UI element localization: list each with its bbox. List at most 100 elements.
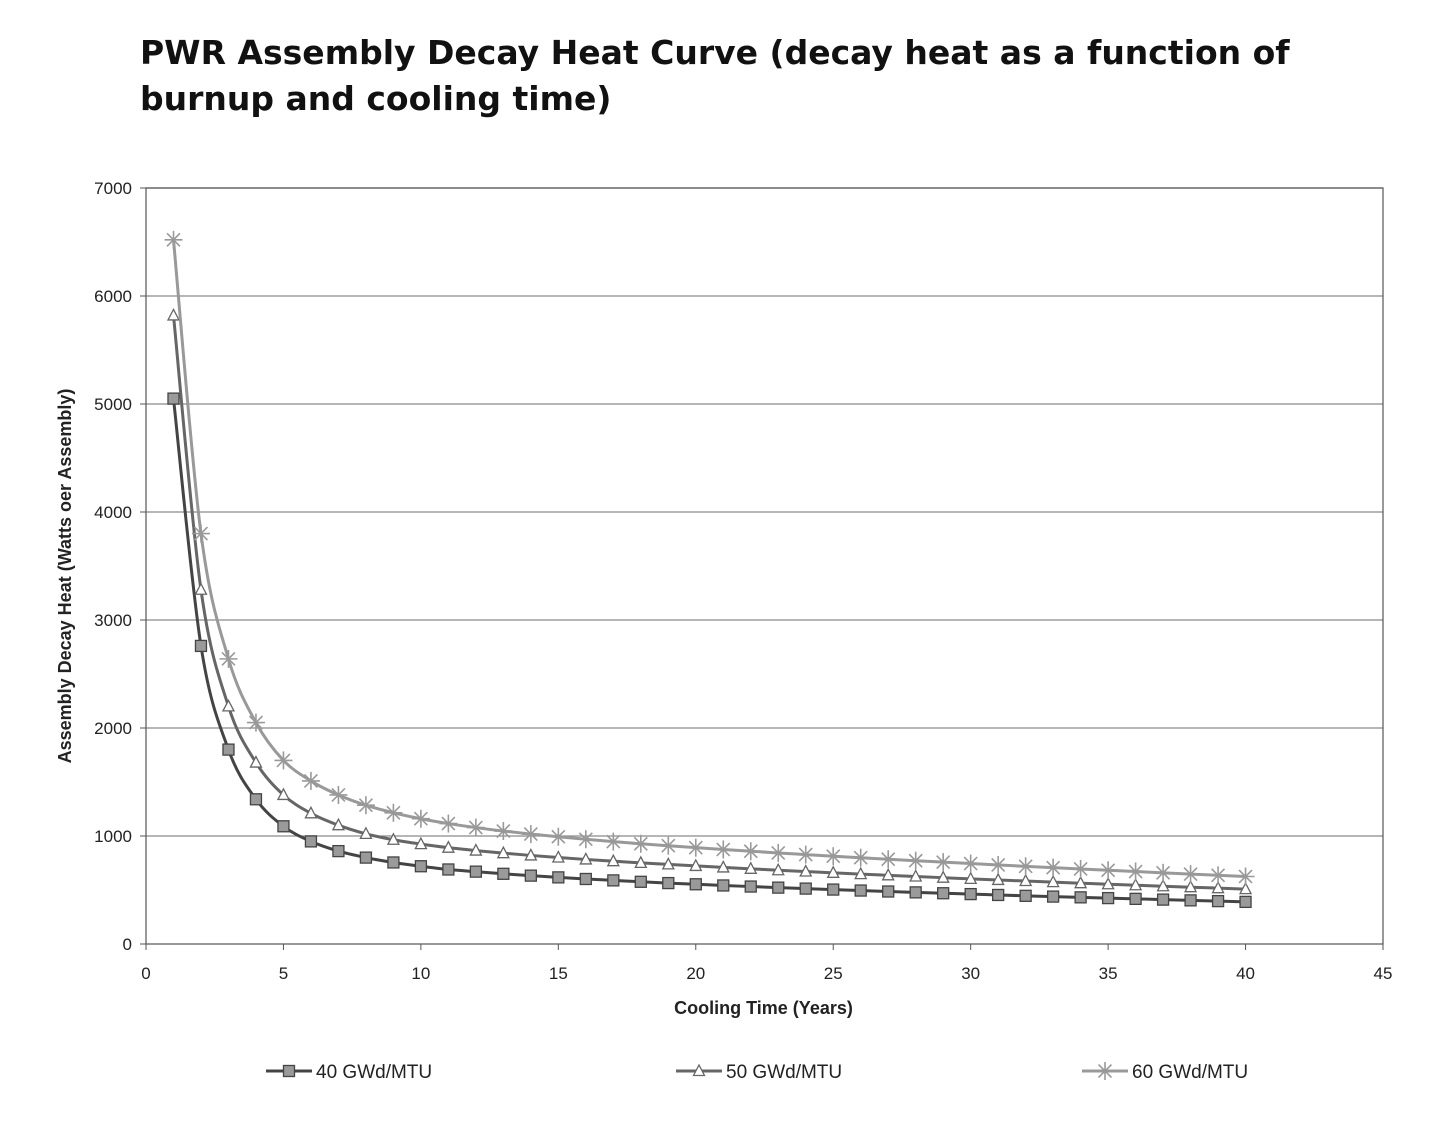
data-point bbox=[469, 865, 483, 878]
data-point bbox=[714, 840, 733, 859]
data-point bbox=[1236, 867, 1255, 886]
x-tick-label: 35 bbox=[1099, 964, 1118, 983]
data-point bbox=[1211, 880, 1225, 894]
data-point bbox=[274, 751, 293, 770]
data-point bbox=[301, 771, 320, 790]
data-point bbox=[466, 818, 485, 837]
data-point bbox=[1044, 858, 1063, 877]
data-point bbox=[411, 809, 430, 828]
data-point bbox=[1101, 891, 1115, 905]
data-point bbox=[824, 847, 843, 866]
data-point bbox=[1126, 862, 1145, 881]
x-axis-ticks: 0 5 10 15 20 25 30 35 40 45 bbox=[141, 944, 1392, 983]
data-point bbox=[771, 862, 785, 876]
data-point bbox=[1156, 878, 1170, 892]
y-tick-label: 0 bbox=[123, 935, 132, 954]
data-point bbox=[551, 850, 565, 863]
y-tick-label: 3000 bbox=[94, 611, 132, 630]
data-point bbox=[1074, 875, 1088, 889]
data-point bbox=[194, 582, 208, 595]
data-point bbox=[744, 880, 757, 893]
data-point bbox=[1211, 894, 1225, 908]
data-point bbox=[1184, 894, 1197, 907]
data-point bbox=[1071, 859, 1090, 878]
data-point bbox=[496, 845, 510, 859]
data-point bbox=[1019, 873, 1033, 887]
data-point bbox=[414, 836, 428, 850]
data-point bbox=[854, 866, 868, 880]
legend-item-3: 60 GWd/MTU bbox=[1082, 1062, 1248, 1083]
data-point bbox=[1074, 891, 1087, 904]
y-tick-label: 2000 bbox=[94, 719, 132, 738]
data-point bbox=[634, 855, 648, 869]
data-point bbox=[246, 713, 265, 732]
data-point bbox=[167, 392, 180, 405]
data-point bbox=[964, 871, 978, 885]
data-point bbox=[1129, 892, 1142, 906]
data-point bbox=[936, 870, 950, 883]
data-point bbox=[387, 856, 400, 869]
data-point bbox=[716, 860, 730, 873]
x-tick-label: 25 bbox=[824, 964, 843, 983]
data-point bbox=[249, 793, 263, 806]
data-point bbox=[1046, 890, 1060, 903]
data-point bbox=[552, 871, 565, 884]
data-point bbox=[359, 851, 373, 864]
x-tick-label: 5 bbox=[279, 964, 288, 983]
data-point bbox=[386, 832, 400, 845]
data-point bbox=[549, 827, 568, 846]
data-point bbox=[879, 850, 898, 869]
y-tick-label: 6000 bbox=[94, 287, 132, 306]
data-point bbox=[686, 838, 705, 857]
data-point bbox=[497, 867, 510, 880]
series-1 bbox=[167, 392, 1252, 909]
data-point bbox=[194, 639, 208, 653]
data-point bbox=[882, 885, 895, 898]
series-3 bbox=[164, 230, 1255, 886]
legend-label: 40 GWd/MTU bbox=[316, 1062, 432, 1083]
legend-item-1: 40 GWd/MTU bbox=[266, 1062, 432, 1083]
data-point bbox=[441, 840, 455, 853]
data-point bbox=[1154, 863, 1173, 882]
data-point bbox=[1019, 889, 1032, 902]
series-2 bbox=[166, 308, 1253, 895]
data-point bbox=[741, 842, 760, 861]
data-point bbox=[191, 524, 210, 543]
y-tick-label: 7000 bbox=[94, 179, 132, 198]
data-point bbox=[964, 887, 977, 901]
data-point bbox=[1129, 877, 1143, 891]
data-point bbox=[494, 822, 513, 841]
y-axis-ticks: 0 1000 2000 3000 4000 5000 6000 7000 bbox=[94, 179, 146, 954]
data-point bbox=[1101, 876, 1115, 890]
data-point bbox=[219, 649, 238, 668]
data-point bbox=[524, 869, 537, 882]
data-point bbox=[634, 875, 647, 888]
data-point bbox=[799, 882, 812, 895]
data-point bbox=[881, 867, 895, 881]
grid-lines bbox=[146, 187, 1383, 837]
series-line bbox=[171, 239, 1246, 878]
data-point bbox=[662, 876, 675, 890]
data-point bbox=[717, 879, 730, 892]
y-tick-label: 4000 bbox=[94, 503, 132, 522]
data-point bbox=[992, 888, 1005, 902]
data-point bbox=[1046, 874, 1060, 888]
data-point bbox=[631, 834, 650, 853]
data-point bbox=[359, 826, 373, 839]
x-tick-label: 0 bbox=[141, 964, 150, 983]
data-point bbox=[222, 743, 235, 756]
data-point bbox=[1184, 879, 1198, 893]
data-point bbox=[1156, 893, 1170, 906]
data-point bbox=[937, 887, 950, 900]
data-point bbox=[604, 832, 623, 851]
data-point bbox=[1209, 866, 1228, 885]
series-group bbox=[164, 230, 1255, 909]
data-point bbox=[744, 861, 758, 874]
data-point bbox=[304, 805, 318, 819]
data-point bbox=[579, 872, 592, 886]
data-point bbox=[524, 848, 538, 861]
plot-area bbox=[145, 187, 1384, 945]
data-point bbox=[799, 864, 813, 877]
y-tick-label: 5000 bbox=[94, 395, 132, 414]
data-point bbox=[989, 855, 1008, 874]
